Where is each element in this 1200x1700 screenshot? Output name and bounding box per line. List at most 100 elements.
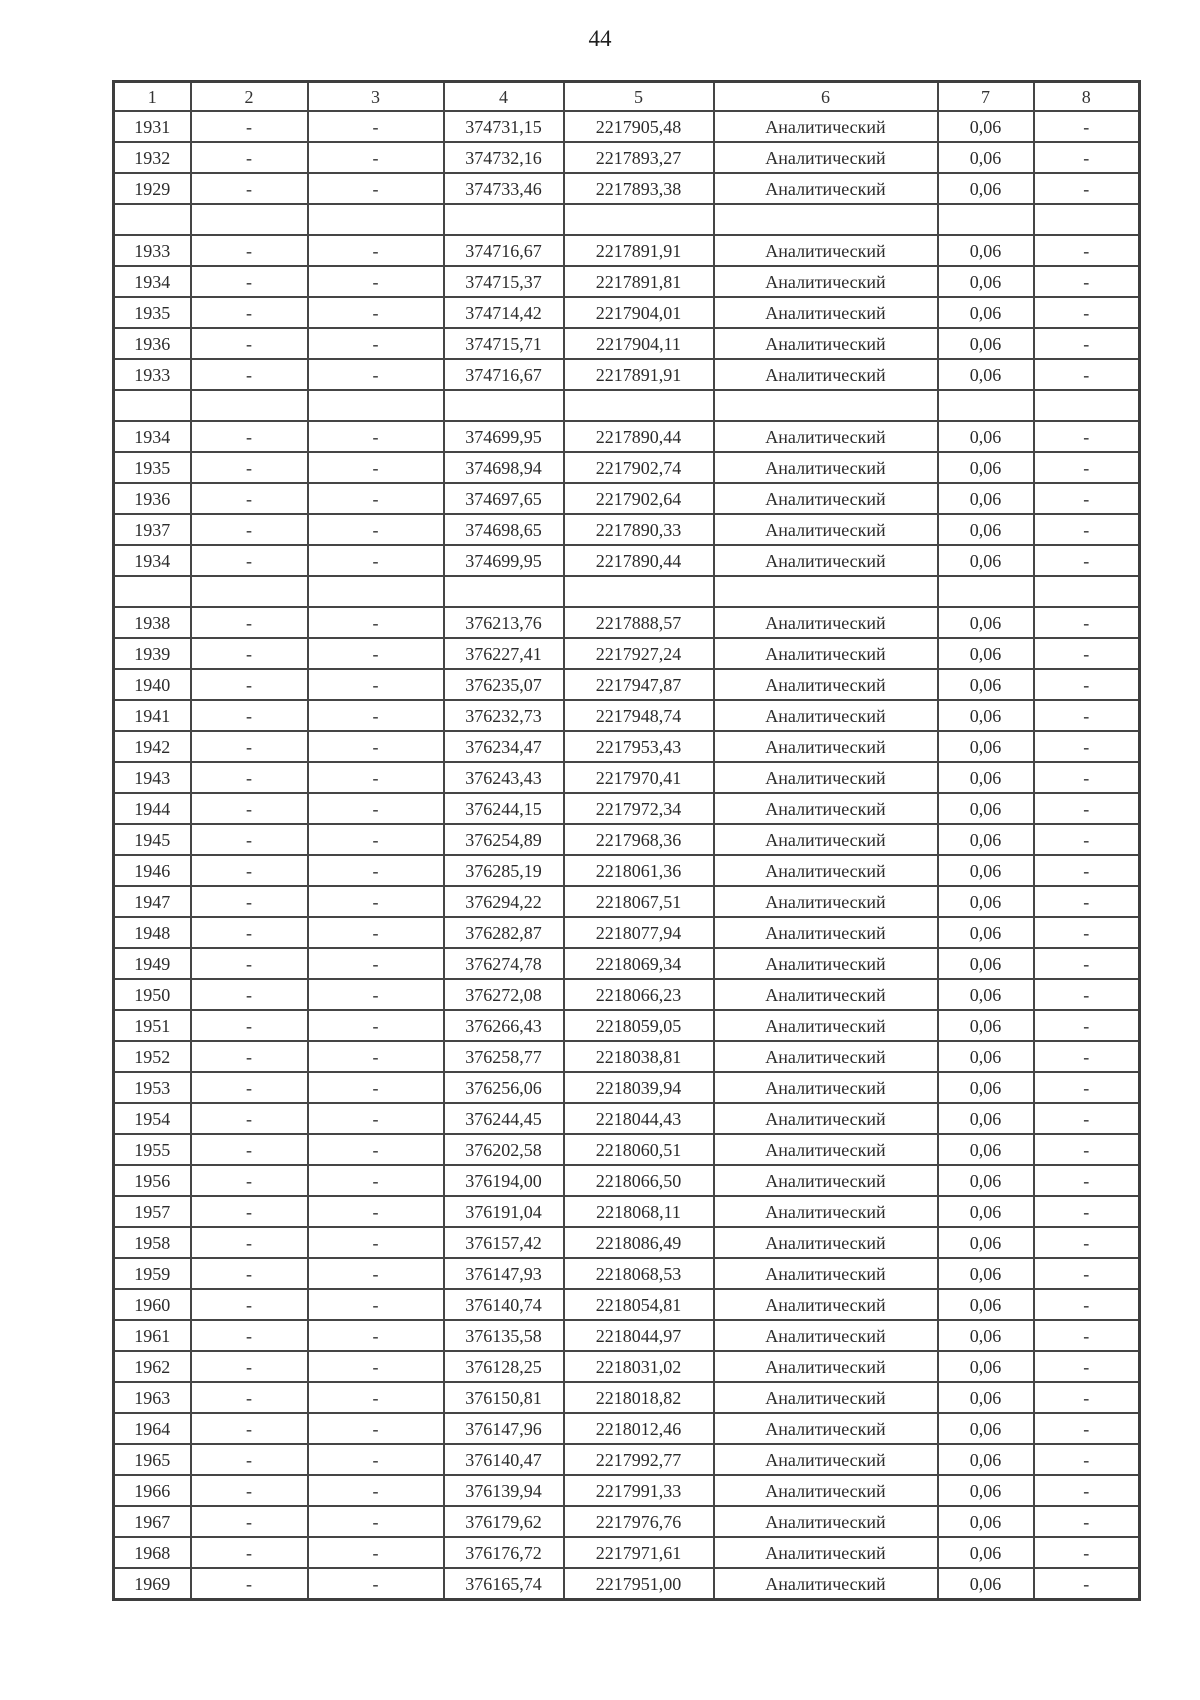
table-cell: - xyxy=(1032,1381,1141,1414)
table-cell: Аналитический xyxy=(712,141,939,174)
table-cell: - xyxy=(1032,1412,1141,1445)
table-cell: 1960 xyxy=(112,1288,192,1321)
table-row: 1955- -376202,58 2218060,51 Аналитический 0,… xyxy=(112,1133,1141,1166)
column-header: 4 xyxy=(442,80,565,112)
table-cell: 376243,43 xyxy=(442,761,565,794)
table-cell: Аналитический xyxy=(712,1381,939,1414)
table-cell xyxy=(306,575,445,608)
table-cell: - xyxy=(306,1133,445,1166)
table-cell xyxy=(442,575,565,608)
table-cell: 1965 xyxy=(112,1443,192,1476)
table-cell: - xyxy=(1032,110,1141,143)
table-row: 1952- -376258,77 2218038,81 Аналитический 0,… xyxy=(112,1040,1141,1073)
table-cell: Аналитический xyxy=(712,668,939,701)
table-cell: 2217927,24 xyxy=(562,637,715,670)
table-cell: - xyxy=(189,823,309,856)
table-cell: - xyxy=(1032,916,1141,949)
table-cell: 376256,06 xyxy=(442,1071,565,1104)
table-cell: 2217947,87 xyxy=(562,668,715,701)
table-cell: - xyxy=(306,296,445,329)
table-cell: 1961 xyxy=(112,1319,192,1352)
table-cell: 1950 xyxy=(112,978,192,1011)
table-cell: - xyxy=(306,730,445,763)
table-cell: 2217948,74 xyxy=(562,699,715,732)
table-cell: 374732,16 xyxy=(442,141,565,174)
table-cell: Аналитический xyxy=(712,1195,939,1228)
table-cell: Аналитический xyxy=(712,513,939,546)
table-cell: - xyxy=(306,327,445,360)
table-cell: 376213,76 xyxy=(442,606,565,639)
table-cell: - xyxy=(189,885,309,918)
table-cell: - xyxy=(306,1226,445,1259)
table-cell: 1966 xyxy=(112,1474,192,1507)
table-cell: - xyxy=(306,761,445,794)
table-cell: 0,06 xyxy=(936,234,1035,267)
table-cell xyxy=(112,575,192,608)
table-cell: 0,06 xyxy=(936,823,1035,856)
table-cell: - xyxy=(306,234,445,267)
table-cell: 0,06 xyxy=(936,730,1035,763)
table-cell: 2218066,23 xyxy=(562,978,715,1011)
table-cell: Аналитический xyxy=(712,1443,939,1476)
spacer-row xyxy=(112,389,1141,422)
table-cell: - xyxy=(189,358,309,391)
table-cell: 1934 xyxy=(112,544,192,577)
table-cell: - xyxy=(1032,451,1141,484)
table-cell: - xyxy=(189,606,309,639)
table-cell: - xyxy=(306,1381,445,1414)
table-cell: 0,06 xyxy=(936,699,1035,732)
table-row: 1951- -376266,43 2218059,05 Аналитический 0,… xyxy=(112,1009,1141,1042)
table-cell: - xyxy=(306,1474,445,1507)
column-header: 3 xyxy=(306,80,445,112)
table-cell: - xyxy=(189,978,309,1011)
table-cell: 0,06 xyxy=(936,978,1035,1011)
table-cell: - xyxy=(1032,327,1141,360)
table-cell: 374699,95 xyxy=(442,420,565,453)
table-cell: 374699,95 xyxy=(442,544,565,577)
table-cell: 374698,65 xyxy=(442,513,565,546)
table-cell: 376285,19 xyxy=(442,854,565,887)
table-cell: 1942 xyxy=(112,730,192,763)
table-cell: 376179,62 xyxy=(442,1505,565,1538)
table-row: 1936- -374697,65 2217902,64 Аналитический 0,… xyxy=(112,482,1141,515)
table-cell: 2217893,27 xyxy=(562,141,715,174)
table-cell: - xyxy=(189,1412,309,1445)
table-cell: Аналитический xyxy=(712,1040,939,1073)
table-cell: Аналитический xyxy=(712,1350,939,1383)
table-cell: 1969 xyxy=(112,1567,192,1601)
table-cell: 1935 xyxy=(112,451,192,484)
table-cell: - xyxy=(1032,1536,1141,1569)
table-cell: 376139,94 xyxy=(442,1474,565,1507)
table-row: 1961- -376135,58 2218044,97 Аналитический 0,… xyxy=(112,1319,1141,1352)
table-cell: 1929 xyxy=(112,172,192,205)
table-cell: - xyxy=(306,1164,445,1197)
table-cell: - xyxy=(189,1009,309,1042)
table-cell: 0,06 xyxy=(936,420,1035,453)
table-cell: 0,06 xyxy=(936,1257,1035,1290)
table-cell: 2218067,51 xyxy=(562,885,715,918)
table-cell: 2217890,44 xyxy=(562,544,715,577)
table-cell: 374715,71 xyxy=(442,327,565,360)
table-row: 1935- -374698,94 2217902,74 Аналитический 0,… xyxy=(112,451,1141,484)
table-cell: Аналитический xyxy=(712,1288,939,1321)
table-cell: - xyxy=(1032,1195,1141,1228)
table-cell: - xyxy=(189,1350,309,1383)
table-cell: 376147,93 xyxy=(442,1257,565,1290)
table-cell: 376266,43 xyxy=(442,1009,565,1042)
table-cell: - xyxy=(1032,1009,1141,1042)
table-cell xyxy=(306,203,445,236)
table-cell: - xyxy=(1032,1350,1141,1383)
table-cell: - xyxy=(189,234,309,267)
table-cell: 376191,04 xyxy=(442,1195,565,1228)
table-cell: - xyxy=(306,606,445,639)
table-cell: Аналитический xyxy=(712,1102,939,1135)
table-cell: Аналитический xyxy=(712,1536,939,1569)
table-cell: - xyxy=(306,420,445,453)
table-cell: 0,06 xyxy=(936,327,1035,360)
table-cell: 1951 xyxy=(112,1009,192,1042)
table-cell: Аналитический xyxy=(712,637,939,670)
table-cell: 1938 xyxy=(112,606,192,639)
table-cell: 0,06 xyxy=(936,296,1035,329)
table-cell: Аналитический xyxy=(712,1164,939,1197)
